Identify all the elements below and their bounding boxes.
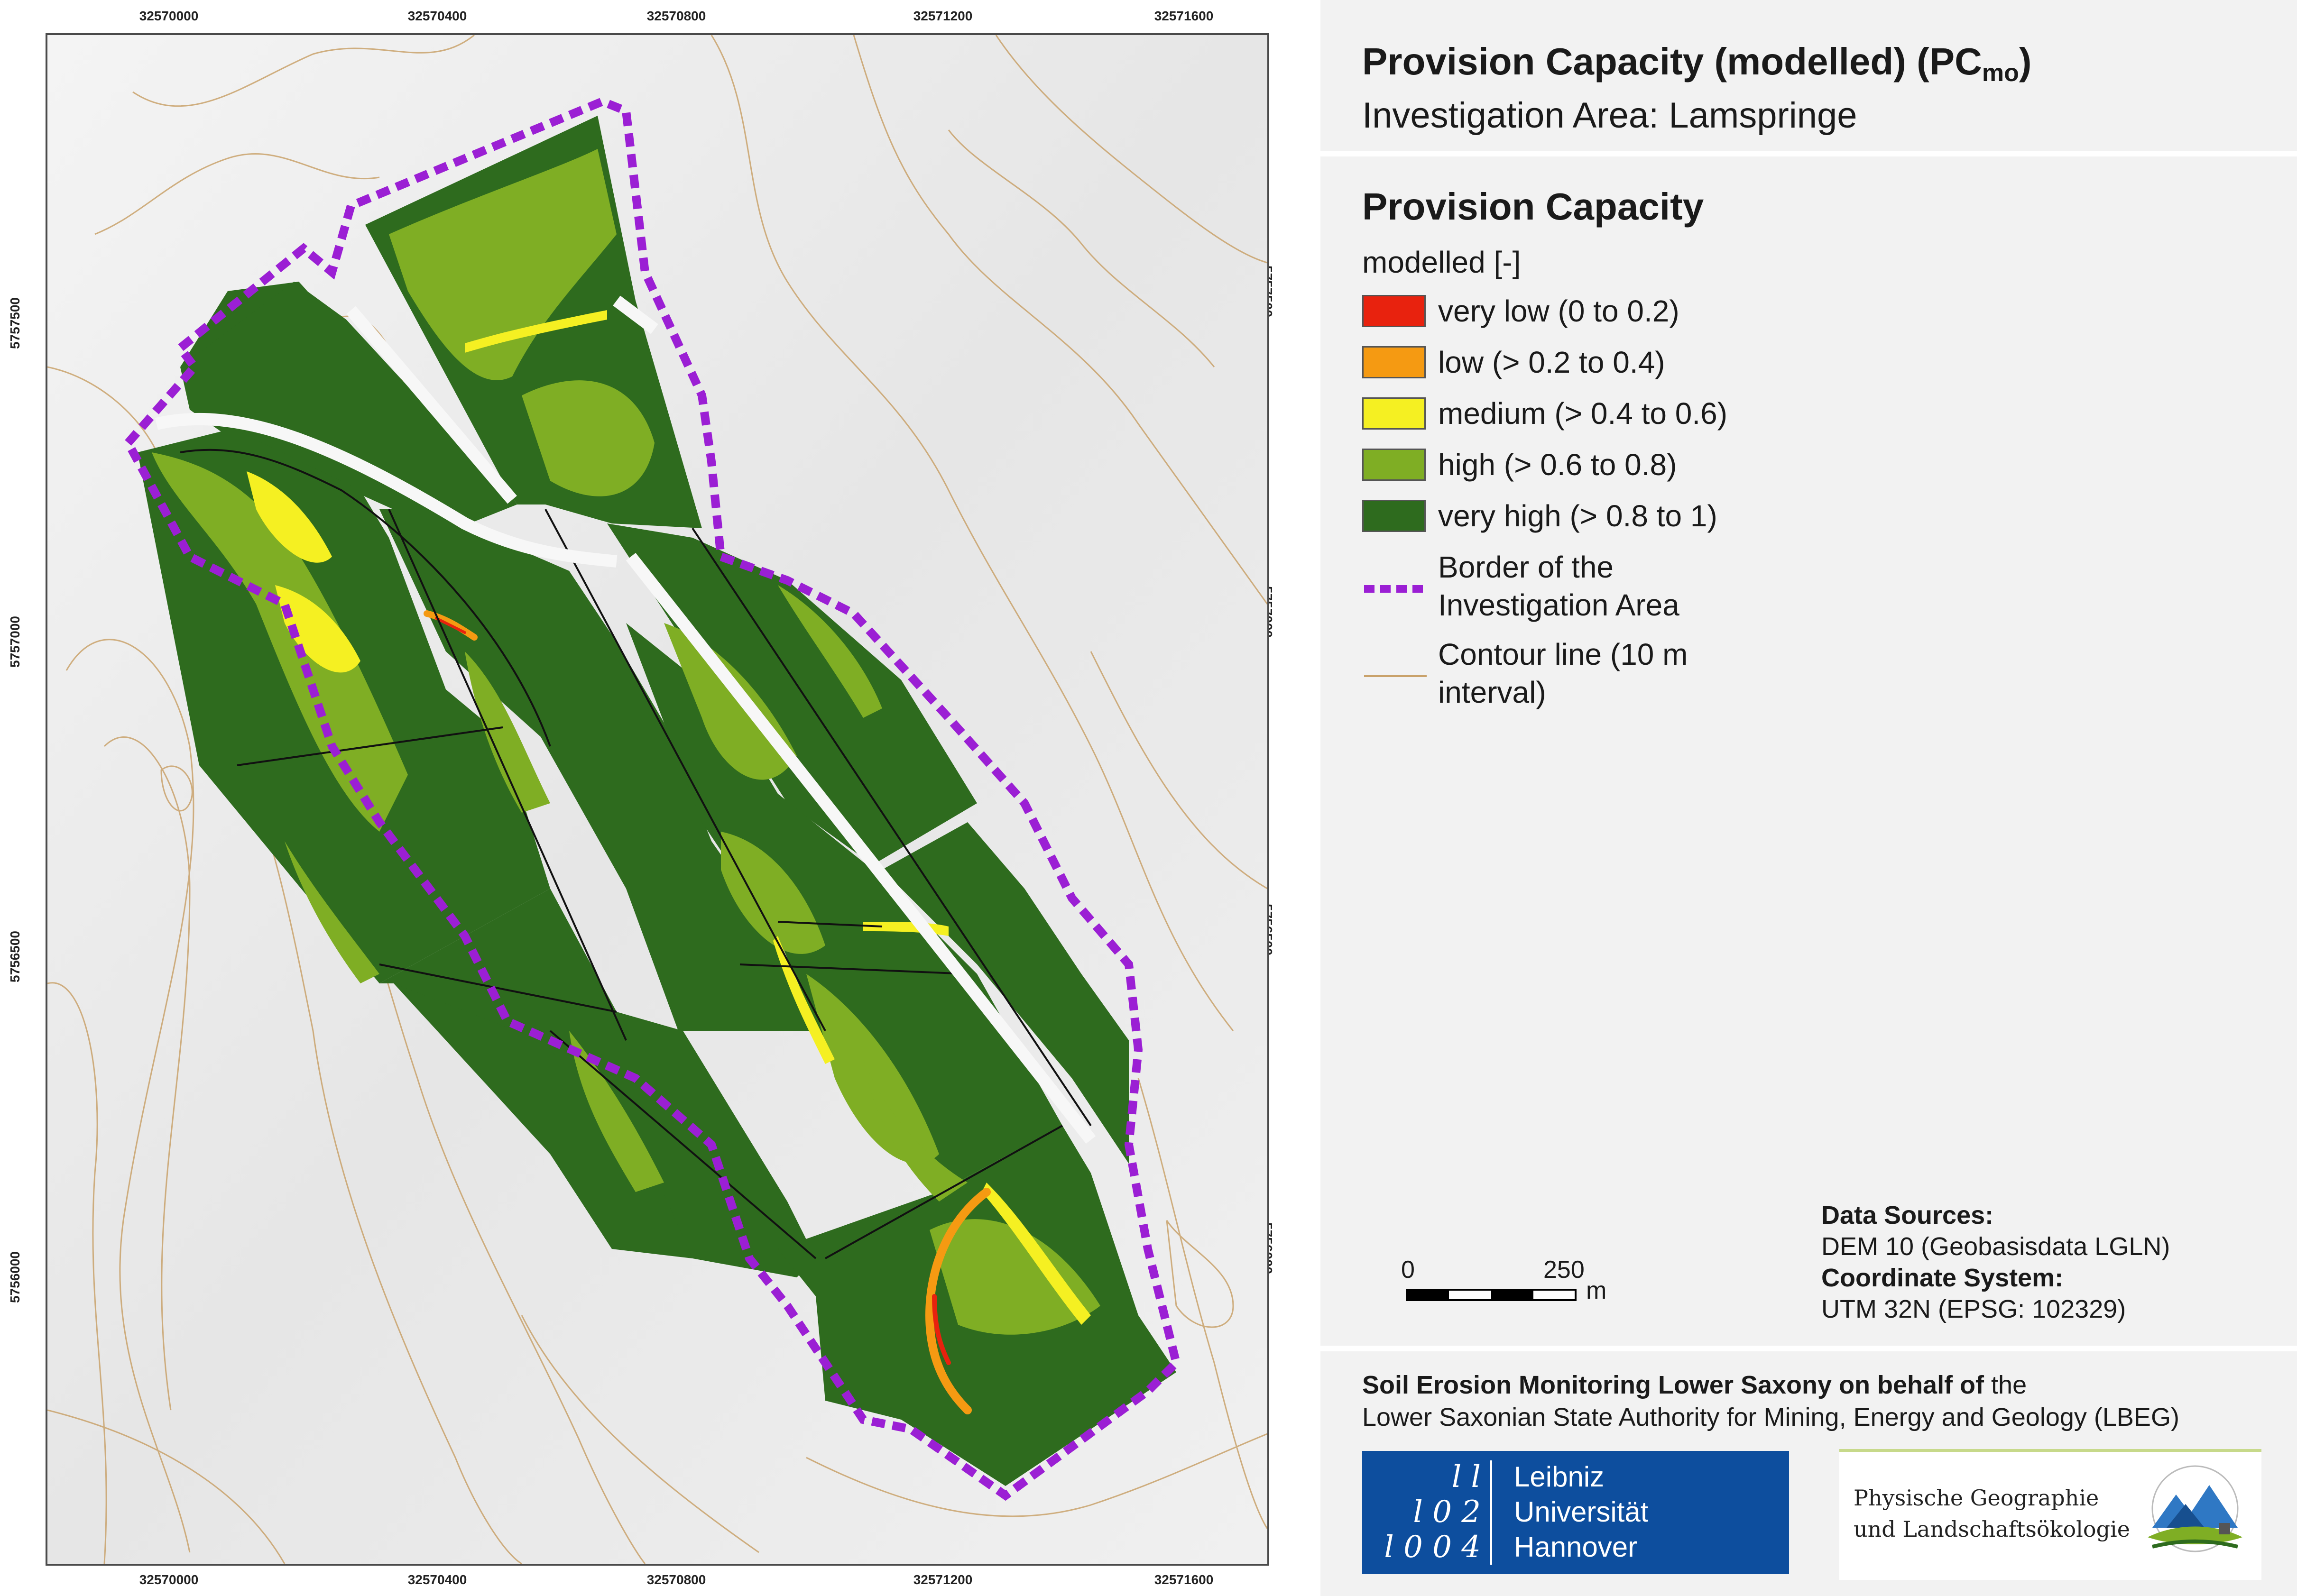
footer-agency: Lower Saxonian State Authority for Minin… [1362,1403,2179,1431]
contour-swatch [1364,675,1427,677]
legend-label: medium (> 0.4 to 0.6) [1438,396,1728,431]
field-boundaries [180,449,1092,1259]
crs-heading: Coordinate System: [1821,1264,2064,1292]
luh-logo: l l l 0 2 l 0 0 4 Leibniz Universität Ha… [1362,1451,1789,1574]
data-sources: Data Sources: DEM 10 (Geobasisdata LGLN)… [1821,1200,2170,1325]
scale-graphic [1406,1289,1577,1301]
legend-swatch [1362,295,1426,327]
x-tick-bottom-1: 32570400 [407,1572,467,1587]
footer-panel: Soil Erosion Monitoring Lower Saxony on … [1320,1351,2297,1596]
x-tick-top-0: 32570000 [139,9,199,23]
field-sw2 [394,983,692,1258]
field-e [882,822,1129,1164]
y-tick-left-3: 5756000 [8,1251,22,1303]
data-sources-value: DEM 10 (Geobasisdata LGLN) [1821,1232,2170,1261]
legend-label: low (> 0.2 to 0.4) [1438,345,1665,379]
scale-unit: m [1586,1277,1607,1304]
scale-zero: 0 [1401,1256,1415,1284]
legend-label: high (> 0.6 to 0.8) [1438,448,1677,482]
contour-lines [47,35,1267,1564]
pg-logo: Physische Geographie und Landschaftsökol… [1839,1449,2261,1580]
scale-bar: 0 250 m [1401,1256,1643,1327]
legend-swatch [1362,500,1426,532]
title-panel: Provision Capacity (modelled) (PCmo) Inv… [1320,0,2297,151]
x-tick-top-1: 32570400 [407,9,467,23]
luh-logo-divider [1490,1460,1492,1565]
scale-distance: 250 [1543,1256,1585,1284]
field-ce [607,523,977,865]
low-patches [424,610,991,1414]
page-subtitle: Investigation Area: Lamspringe [1362,95,1857,136]
legend-label: very high (> 0.8 to 1) [1438,499,1717,533]
page-title: Provision Capacity (modelled) (PCmo) [1362,40,2032,87]
legend-panel: Provision Capacity modelled [-] very low… [1320,156,2297,1346]
x-tick-bottom-2: 32570800 [646,1572,706,1587]
legend-swatch [1362,346,1426,378]
legend-swatch [1362,397,1426,430]
footer-credit: Soil Erosion Monitoring Lower Saxony on … [1362,1371,2027,1399]
y-tick-left-0: 5757500 [8,297,22,349]
x-tick-bottom-4: 32571600 [1154,1572,1214,1587]
x-tick-top-3: 32571200 [913,9,973,23]
field-cw [379,509,816,1031]
map-canvas [47,35,1267,1564]
field-nw-main [180,282,517,533]
medium-patches [247,310,1091,1325]
legend-swatch [1362,449,1426,481]
x-tick-bottom-0: 32570000 [139,1572,199,1587]
roads [155,295,1096,1144]
border-swatch [1364,585,1427,593]
high-patches [152,149,1100,1335]
pg-logo-mountain-icon [2148,1465,2242,1552]
legend-label: very low (0 to 0.2) [1438,294,1679,328]
legend-label: Border of the Investigation Area [1438,550,1679,622]
y-tick-left-1: 5757000 [8,615,22,668]
crs-value: UTM 32N (EPSG: 102329) [1821,1295,2126,1323]
legend-label: Contour line (10 m interval) [1438,637,1688,709]
pg-logo-text: Physische Geographie und Landschaftsökol… [1854,1485,2130,1542]
data-sources-heading: Data Sources: [1821,1201,1994,1229]
x-tick-bottom-3: 32571200 [913,1572,973,1587]
map-frame[interactable] [46,33,1269,1566]
legend-title: Provision Capacity [1362,185,1704,228]
luh-logo-text: Leibniz Universität Hannover [1514,1461,1649,1563]
x-tick-top-4: 32571600 [1154,9,1214,23]
legend-subtitle: modelled [-] [1362,245,1521,279]
x-tick-top-2: 32570800 [646,9,706,23]
y-tick-left-2: 5756500 [8,930,22,982]
luh-logo-mark: l l l 0 2 l 0 0 4 [1384,1459,1481,1565]
